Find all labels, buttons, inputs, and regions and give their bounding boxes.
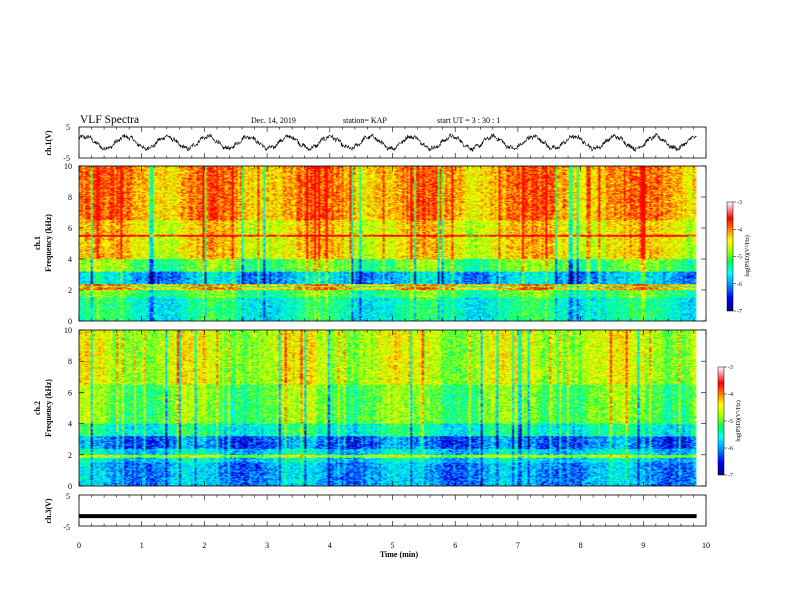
ch3-waveform-panel: 5 -5 ch.3(V)	[44, 492, 707, 532]
ch2-colorbar-label: log(PSD)(V²/Hz)	[735, 400, 742, 441]
ch2-spectrogram-ylabel-channel: ch.2	[33, 401, 42, 415]
x-tick-label: 4	[328, 541, 332, 550]
ch1-colorbar	[726, 201, 734, 312]
x-axis-tick-labels: 0 1 2 3 4 5 6 7 8 9 10	[77, 541, 710, 550]
ch1-spectrogram-yticks: 0 2 4 6 8 10	[64, 162, 706, 326]
x-axis-label: Time (min)	[380, 550, 419, 559]
station-label: station= KAP	[343, 116, 387, 125]
colorbar-tick-label: -5	[728, 419, 733, 425]
ch1-ytick-bottom: -5	[63, 154, 70, 163]
x-tick-label: 5	[391, 541, 395, 550]
ch1-ytick-top: 5	[66, 123, 70, 132]
ch3-waveform-ticks	[78, 495, 707, 526]
colorbar-tick-label: -6	[728, 446, 733, 452]
colorbar-tick-label: -7	[737, 309, 742, 315]
ch2-spectrogram-ylabel-frequency: Frequency (kHz)	[44, 379, 53, 437]
ch2-spectrogram-image	[79, 330, 706, 486]
ch1-waveform-trace	[78, 132, 697, 153]
colorbar-tick-label: -4	[737, 227, 742, 233]
frequency-tick-label: 10	[64, 162, 72, 171]
frequency-tick-label: 10	[64, 326, 72, 335]
x-tick-label: 7	[516, 541, 520, 550]
ch1-spectrogram-ylabel-channel: ch.1	[33, 236, 42, 250]
colorbar-tick-label: -5	[737, 255, 742, 261]
ch1-colorbar-ticks: -3 -4 -5 -6 -7	[733, 200, 742, 315]
x-tick-label: 6	[453, 541, 457, 550]
start-time-label: start UT = 3 : 30 : 1	[437, 116, 500, 125]
ch1-ylabel: ch.1(V)	[44, 130, 53, 155]
colorbar-tick-label: -6	[737, 282, 742, 288]
figure-title: VLF Spectra	[80, 114, 139, 126]
frequency-tick-label: 2	[68, 451, 72, 460]
ch1-spectrogram-xticks	[78, 166, 707, 321]
ch3-ylabel: ch.3(V)	[44, 498, 53, 523]
colorbar-tick-label: -3	[728, 365, 733, 371]
frequency-tick-label: 0	[68, 317, 72, 326]
ch1-spectrogram-image	[79, 166, 706, 321]
ch1-colorbar-label: log(PSD)(V²/Hz)	[744, 235, 751, 276]
ch2-colorbar	[717, 366, 725, 476]
frequency-tick-label: 4	[68, 420, 72, 429]
colorbar-tick-label: -3	[737, 200, 742, 206]
colorbar-tick-label: -4	[728, 392, 733, 398]
ch1-waveform-panel: 5 -5 ch.1(V)	[44, 123, 707, 163]
ch3-ytick-bottom: -5	[63, 523, 70, 532]
ch3-ytick-top: 5	[66, 492, 70, 501]
ch2-spectrogram-xticks	[78, 330, 707, 486]
x-tick-label: 9	[641, 541, 645, 550]
ch2-spectrogram-yticks: 0 2 4 6 8 10	[64, 326, 706, 491]
colorbar-tick-label: -7	[728, 473, 733, 479]
frequency-tick-label: 8	[68, 193, 72, 202]
frequency-tick-label: 2	[68, 286, 72, 295]
frequency-tick-label: 6	[68, 388, 72, 397]
ch1-spectrogram-ylabel-frequency: Frequency (kHz)	[44, 214, 53, 272]
x-tick-label: 0	[77, 541, 81, 550]
frequency-tick-label: 6	[68, 224, 72, 233]
x-tick-label: 3	[265, 541, 269, 550]
x-tick-label: 2	[202, 541, 206, 550]
ch1-waveform-ticks	[78, 127, 707, 158]
x-tick-label: 8	[579, 541, 583, 550]
x-tick-label: 1	[140, 541, 144, 550]
x-tick-label: 10	[702, 541, 710, 550]
frequency-tick-label: 8	[68, 357, 72, 366]
ch2-colorbar-ticks: -3 -4 -5 -6 -7	[724, 365, 733, 479]
date-label: Dec. 14, 2019	[251, 116, 296, 125]
frequency-tick-label: 4	[68, 255, 72, 264]
frequency-tick-label: 0	[68, 482, 72, 491]
